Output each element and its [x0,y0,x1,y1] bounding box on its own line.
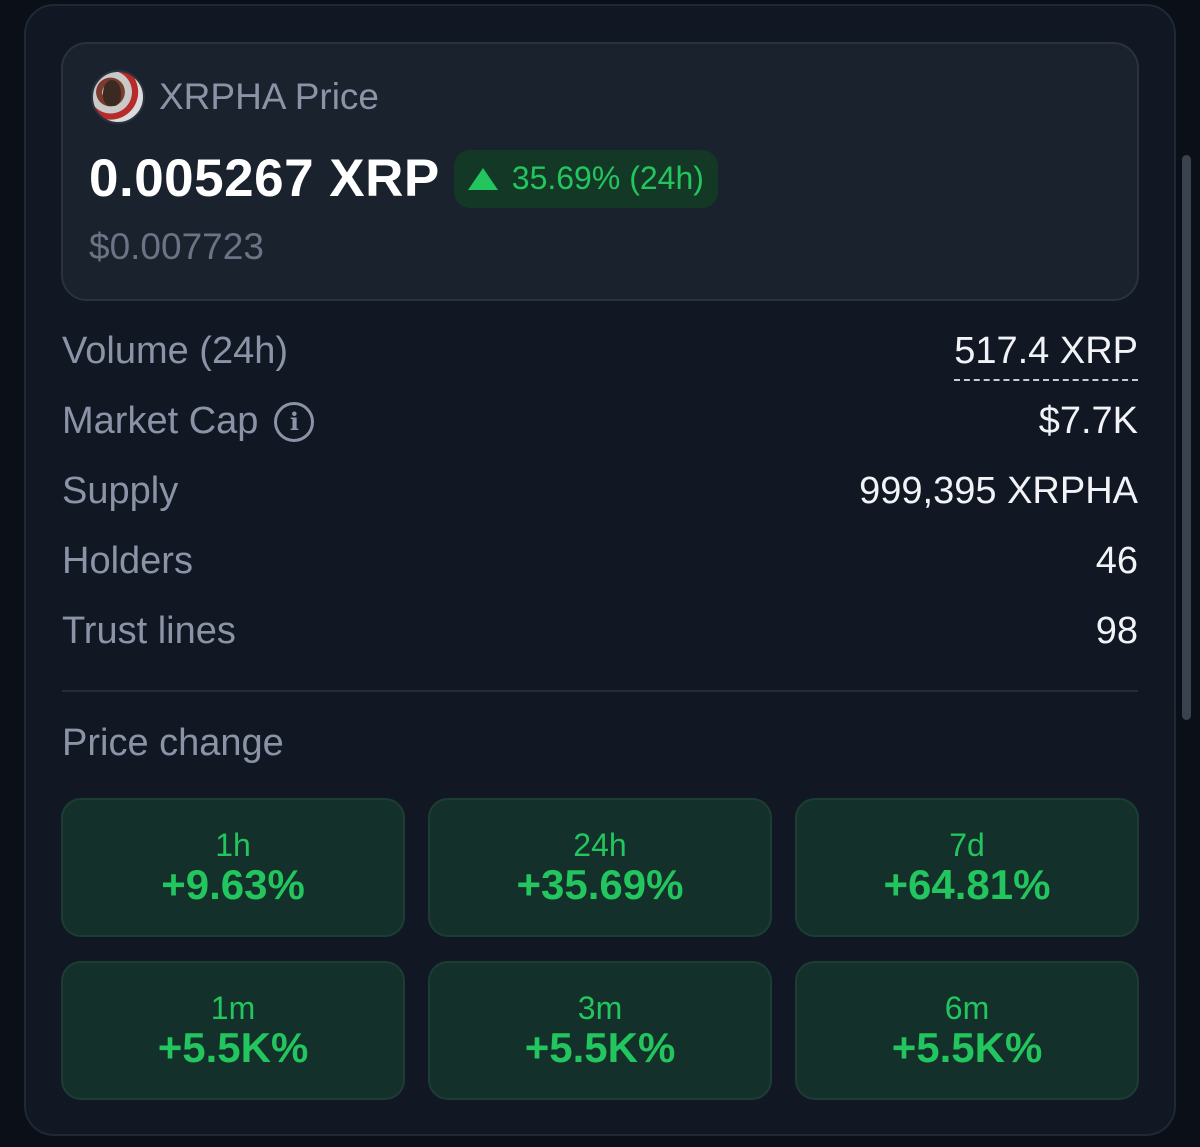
triangle-up-icon [467,167,498,190]
price-value: 0.005267 XRP [89,149,440,208]
stat-label: Market Cap [62,400,259,442]
tile-value: +5.5K% [157,1023,309,1071]
price-card: XRPHA Price 0.005267 XRP 35.69% (24h) $0… [61,42,1139,301]
info-icon[interactable]: i [274,401,315,442]
stat-label: Trust lines [62,610,236,652]
price-change-title: Price change [62,722,284,764]
price-change-tile-7d[interactable]: 7d +64.81% [795,798,1139,937]
stat-label: Holders [62,540,193,582]
price-usd: $0.007723 [89,226,264,267]
tile-period: 3m [577,989,623,1026]
tile-value: +5.5K% [524,1023,676,1071]
stat-label: Volume (24h) [62,330,289,372]
tile-period: 7d [949,826,985,863]
scrollbar-thumb[interactable] [1182,155,1191,720]
tile-period: 6m [944,989,990,1026]
stat-row-supply: Supply 999,395 XRPHA [62,470,1138,540]
tile-value: +35.69% [516,860,684,908]
token-avatar [91,70,145,124]
token-header: XRPHA Price [91,70,379,124]
stats-list: Volume (24h) 517.4 XRP Market Cap i $7.7… [62,330,1138,680]
tile-value: +5.5K% [891,1023,1043,1071]
tile-period: 1h [215,826,251,863]
stat-row-volume: Volume (24h) 517.4 XRP [62,330,1138,400]
stat-label-wrap: Market Cap i [62,400,315,443]
divider [62,690,1138,692]
change-badge: 35.69% (24h) [453,149,718,208]
stat-value-supply: 999,395 XRPHA [859,470,1138,512]
price-change-tile-3m[interactable]: 3m +5.5K% [428,961,772,1100]
price-change-tile-1h[interactable]: 1h +9.63% [61,798,405,937]
stat-row-market-cap: Market Cap i $7.7K [62,400,1138,470]
stat-row-holders: Holders 46 [62,540,1138,610]
price-change-tile-1m[interactable]: 1m +5.5K% [61,961,405,1100]
stat-value-volume[interactable]: 517.4 XRP [954,330,1138,381]
price-change-tile-6m[interactable]: 6m +5.5K% [795,961,1139,1100]
change-value: 35.69% (24h) [511,160,704,196]
tile-value: +9.63% [161,860,305,908]
price-row: 0.005267 XRP 35.69% (24h) [89,148,718,209]
stat-value-market-cap: $7.7K [1038,400,1138,442]
tile-period: 24h [573,826,627,863]
stat-row-trust-lines: Trust lines 98 [62,610,1138,680]
stat-value-holders: 46 [1095,540,1138,582]
price-change-tile-24h[interactable]: 24h +35.69% [428,798,772,937]
token-title: XRPHA Price [159,76,380,117]
stat-value-trust-lines: 98 [1095,610,1138,652]
tile-value: +64.81% [883,860,1051,908]
tile-period: 1m [210,989,256,1026]
stat-label: Supply [62,470,179,512]
